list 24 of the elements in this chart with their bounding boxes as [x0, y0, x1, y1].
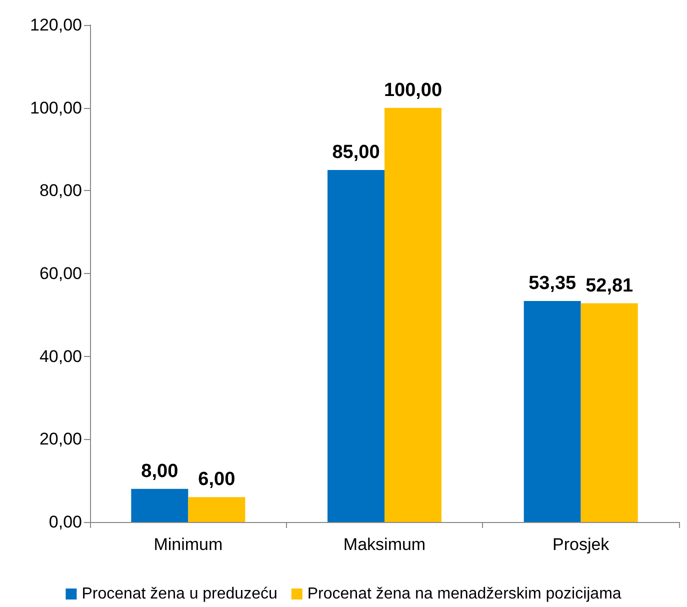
x-tick-label: Minimum [154, 535, 223, 554]
data-label: 52,81 [586, 275, 634, 296]
bar [328, 170, 384, 522]
y-tick-label: 40,00 [39, 346, 82, 366]
y-tick-label: 0,00 [48, 512, 82, 532]
legend-label: Procenat žena na menadžerskim pozicijama [307, 586, 622, 602]
y-tick-label: 20,00 [39, 430, 82, 449]
bar [580, 303, 638, 522]
x-tick-label: Prosjek [552, 535, 610, 554]
bar [131, 488, 188, 522]
data-label: 8,00 [141, 460, 178, 482]
bar [384, 108, 442, 522]
y-tick-label: 120,00 [30, 16, 82, 34]
data-label: 85,00 [332, 142, 380, 163]
data-label: 53,35 [528, 273, 577, 294]
data-label: 100,00 [384, 80, 442, 101]
x-tick-label: Maksimum [343, 535, 426, 554]
data-label: 6,00 [198, 469, 236, 490]
bar [524, 301, 581, 522]
bar [188, 497, 246, 522]
legend-label: Procenat žena u preduzeću [82, 586, 278, 602]
y-tick-label: 80,00 [39, 181, 82, 200]
y-tick-label: 100,00 [30, 98, 82, 118]
y-tick-label: 60,00 [39, 264, 82, 283]
